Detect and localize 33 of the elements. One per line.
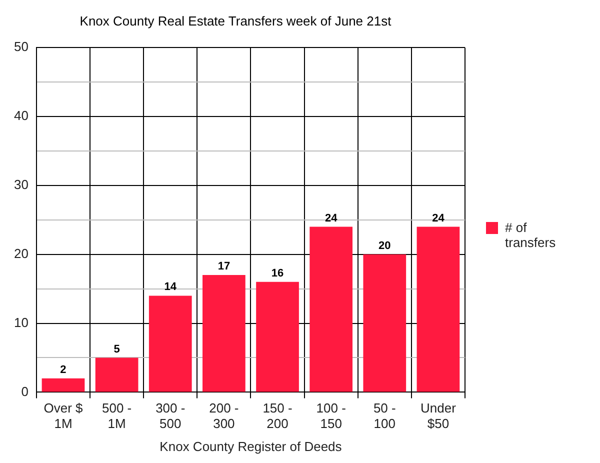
y-tick-label: 10 [14, 314, 28, 330]
data-label: 24 [432, 212, 446, 224]
y-tick-label: 0 [21, 384, 28, 399]
bar [256, 282, 299, 392]
data-label: 14 [164, 281, 178, 294]
y-tick-label: 30 [14, 177, 28, 192]
x-tick-label: 50 - 100 [373, 400, 396, 432]
x-tick-label: 150 - 200 [262, 400, 292, 432]
bar [95, 358, 138, 392]
x-axis-title: Knox County Register of Deeds [160, 438, 342, 454]
y-tick-label: 20 [14, 246, 28, 261]
chart-title: Knox County Real Estate Transfers week of June 21st [80, 13, 392, 28]
data-label: 5 [114, 343, 120, 356]
data-label: 17 [218, 260, 230, 273]
y-tick-label: 50 [14, 39, 28, 54]
legend-label: # of transfers [505, 220, 557, 250]
x-tick-label: Under $50 [420, 400, 457, 432]
bar [363, 254, 406, 392]
bar [42, 378, 85, 392]
data-label: 20 [378, 240, 391, 252]
bar [416, 226, 460, 392]
bar [310, 226, 353, 392]
x-tick-label: Over $ 1M [44, 400, 84, 432]
data-label: 2 [60, 364, 66, 376]
x-tick-label: 100 - 150 [316, 400, 346, 432]
bar [148, 296, 192, 392]
y-tick-label: 40 [14, 108, 28, 124]
x-tick-label: 200 - 300 [209, 400, 239, 432]
data-label: 24 [324, 212, 338, 224]
data-label: 16 [271, 267, 284, 280]
x-tick-label: 500 - 1M [102, 400, 132, 432]
bar [202, 275, 246, 392]
x-tick-label: 300 - 500 [156, 400, 186, 432]
